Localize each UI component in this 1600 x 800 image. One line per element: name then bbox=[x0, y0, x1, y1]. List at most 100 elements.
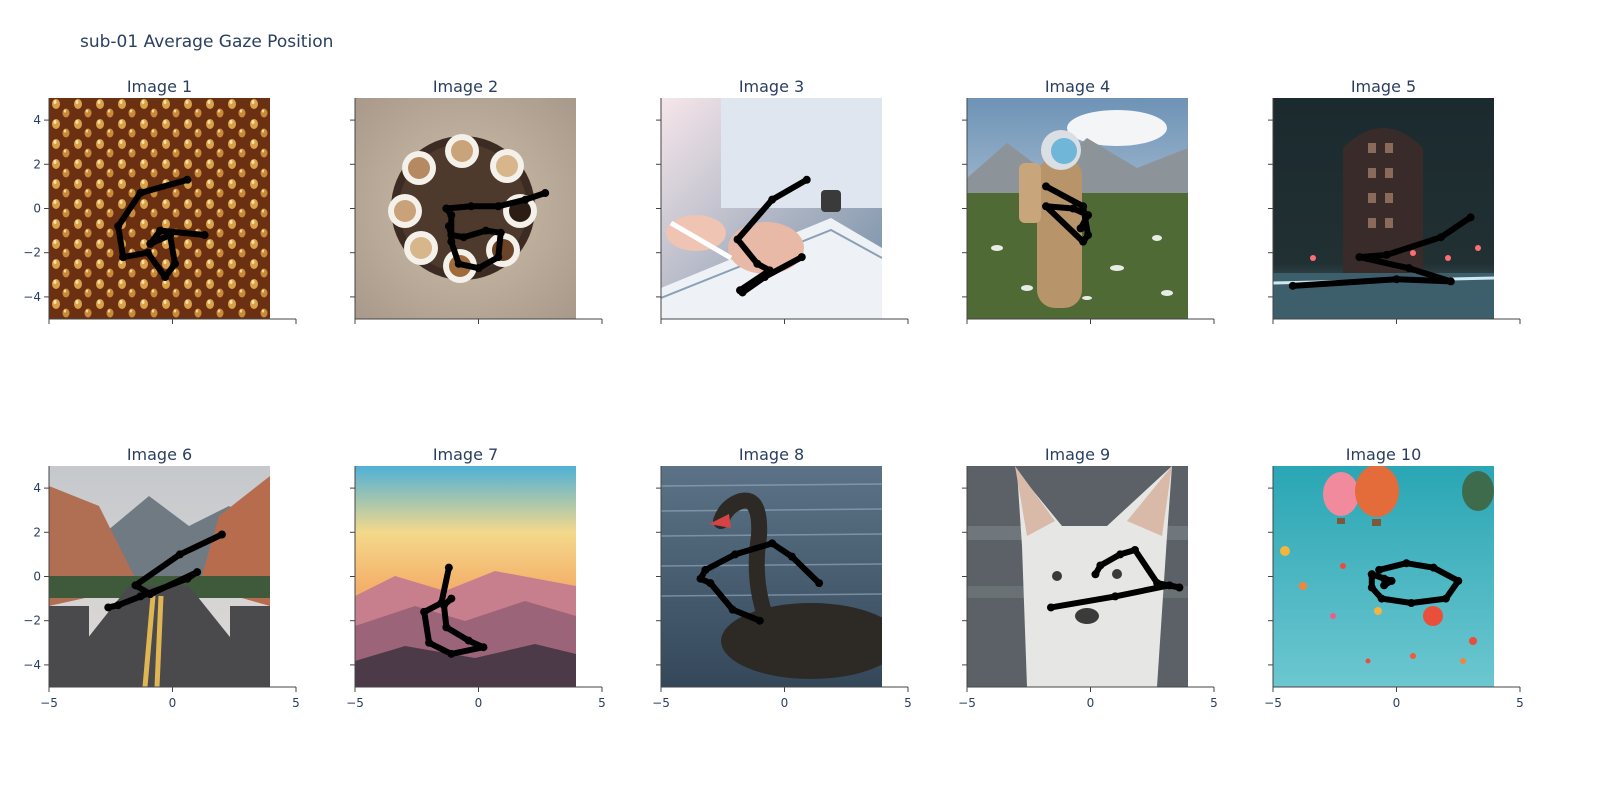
gaze-point bbox=[787, 552, 796, 561]
gaze-point bbox=[474, 264, 483, 273]
x-tick-label: 0 bbox=[781, 696, 789, 710]
gaze-point bbox=[738, 288, 747, 297]
gaze-point bbox=[175, 550, 184, 559]
panel-title: Image 2 bbox=[433, 77, 498, 96]
gaze-point bbox=[1084, 211, 1093, 220]
x-tick-label: 0 bbox=[475, 696, 483, 710]
gaze-point bbox=[1091, 570, 1100, 579]
gaze-panel-10: Image 10 −5 0 5 bbox=[1264, 445, 1524, 710]
gaze-point bbox=[439, 601, 448, 610]
gaze-point bbox=[1079, 202, 1088, 211]
gaze-point bbox=[494, 253, 503, 262]
gaze-point bbox=[1042, 182, 1051, 191]
gaze-panel-2: Image 2 bbox=[350, 77, 603, 324]
gaze-point bbox=[815, 579, 824, 588]
gaze-point bbox=[447, 594, 456, 603]
y-tick-label: 4 bbox=[33, 481, 41, 495]
gaze-point bbox=[1377, 594, 1386, 603]
gaze-point bbox=[104, 603, 113, 612]
gaze-point bbox=[1367, 570, 1376, 579]
gaze-point bbox=[479, 643, 488, 652]
x-tick-label: −5 bbox=[1264, 696, 1282, 710]
gaze-point bbox=[136, 189, 145, 198]
gaze-point bbox=[447, 211, 456, 220]
gaze-point bbox=[1111, 592, 1120, 601]
figure-title: sub-01 Average Gaze Position bbox=[80, 32, 334, 52]
gaze-point bbox=[768, 539, 777, 548]
panel-title: Image 3 bbox=[739, 77, 804, 96]
gaze-point bbox=[114, 222, 123, 231]
gaze-point bbox=[425, 638, 434, 647]
gaze-point bbox=[1380, 581, 1389, 590]
gaze-point bbox=[143, 248, 152, 257]
gaze-point bbox=[696, 574, 705, 583]
gaze-point bbox=[768, 195, 777, 204]
gaze-point bbox=[1387, 576, 1396, 585]
gaze-point bbox=[170, 259, 179, 268]
gaze-point bbox=[802, 175, 811, 184]
gaze-point bbox=[1046, 603, 1055, 612]
gaze-point bbox=[1175, 583, 1184, 592]
gaze-point bbox=[1454, 576, 1463, 585]
gaze-point bbox=[496, 228, 505, 237]
gaze-point bbox=[1407, 599, 1416, 608]
panel-title: Image 5 bbox=[1351, 77, 1416, 96]
x-tick-label: −5 bbox=[346, 696, 364, 710]
gaze-point bbox=[1402, 559, 1411, 568]
gaze-panel-8: Image 8 −5 0 5 bbox=[652, 445, 912, 710]
gaze-point bbox=[1367, 583, 1376, 592]
x-tick-label: 5 bbox=[598, 696, 606, 710]
gaze-panel-7: Image 7 −5 0 5 bbox=[346, 445, 606, 710]
gaze-trace-line bbox=[1289, 214, 1474, 289]
x-tick-label: 0 bbox=[169, 696, 177, 710]
gaze-point bbox=[728, 605, 737, 614]
x-tick-label: 5 bbox=[1210, 696, 1218, 710]
y-tick-label: −4 bbox=[23, 290, 41, 304]
gaze-point bbox=[183, 574, 192, 583]
gaze-point bbox=[521, 195, 530, 204]
gaze-point bbox=[1042, 202, 1051, 211]
gaze-point bbox=[183, 175, 192, 184]
gaze-point bbox=[131, 581, 140, 590]
gaze-point bbox=[447, 237, 456, 246]
gaze-point bbox=[1288, 281, 1297, 290]
x-tick-label: 0 bbox=[1087, 696, 1095, 710]
panel-title: Image 1 bbox=[127, 77, 192, 96]
gaze-point bbox=[765, 266, 774, 275]
gaze-point bbox=[166, 231, 175, 240]
gaze-point bbox=[447, 231, 456, 240]
water-droplets-image bbox=[49, 98, 270, 319]
hands-signing-document-image bbox=[661, 98, 882, 319]
gaze-point bbox=[706, 579, 715, 588]
gaze-point bbox=[1084, 231, 1093, 240]
gaze-point bbox=[420, 607, 429, 616]
y-tick-label: 0 bbox=[33, 202, 41, 216]
y-tick-label: 2 bbox=[33, 525, 41, 539]
gaze-point bbox=[753, 259, 762, 268]
gaze-point bbox=[444, 222, 453, 231]
x-tick-label: 5 bbox=[292, 696, 300, 710]
y-tick-label: −2 bbox=[23, 614, 41, 628]
gaze-point bbox=[760, 273, 769, 282]
gaze-point bbox=[146, 590, 155, 599]
gaze-point bbox=[464, 636, 473, 645]
gaze-point bbox=[1404, 264, 1413, 273]
gaze-point bbox=[1076, 224, 1085, 233]
gaze-point bbox=[1165, 581, 1174, 590]
gaze-point bbox=[1355, 253, 1364, 262]
gaze-point bbox=[481, 226, 490, 235]
gaze-point bbox=[797, 253, 806, 262]
gaze-point bbox=[454, 259, 463, 268]
y-tick-label: 0 bbox=[33, 570, 41, 584]
gaze-panel-5: Image 5 bbox=[1268, 77, 1521, 324]
gaze-point bbox=[161, 273, 170, 282]
gaze-point bbox=[494, 202, 503, 211]
gaze-point bbox=[1466, 213, 1475, 222]
y-tick-label: 2 bbox=[33, 157, 41, 171]
x-tick-label: −5 bbox=[40, 696, 58, 710]
gaze-point bbox=[1153, 579, 1162, 588]
y-tick-label: 4 bbox=[33, 113, 41, 127]
panel-title: Image 8 bbox=[739, 445, 804, 464]
gaze-point bbox=[217, 530, 226, 539]
